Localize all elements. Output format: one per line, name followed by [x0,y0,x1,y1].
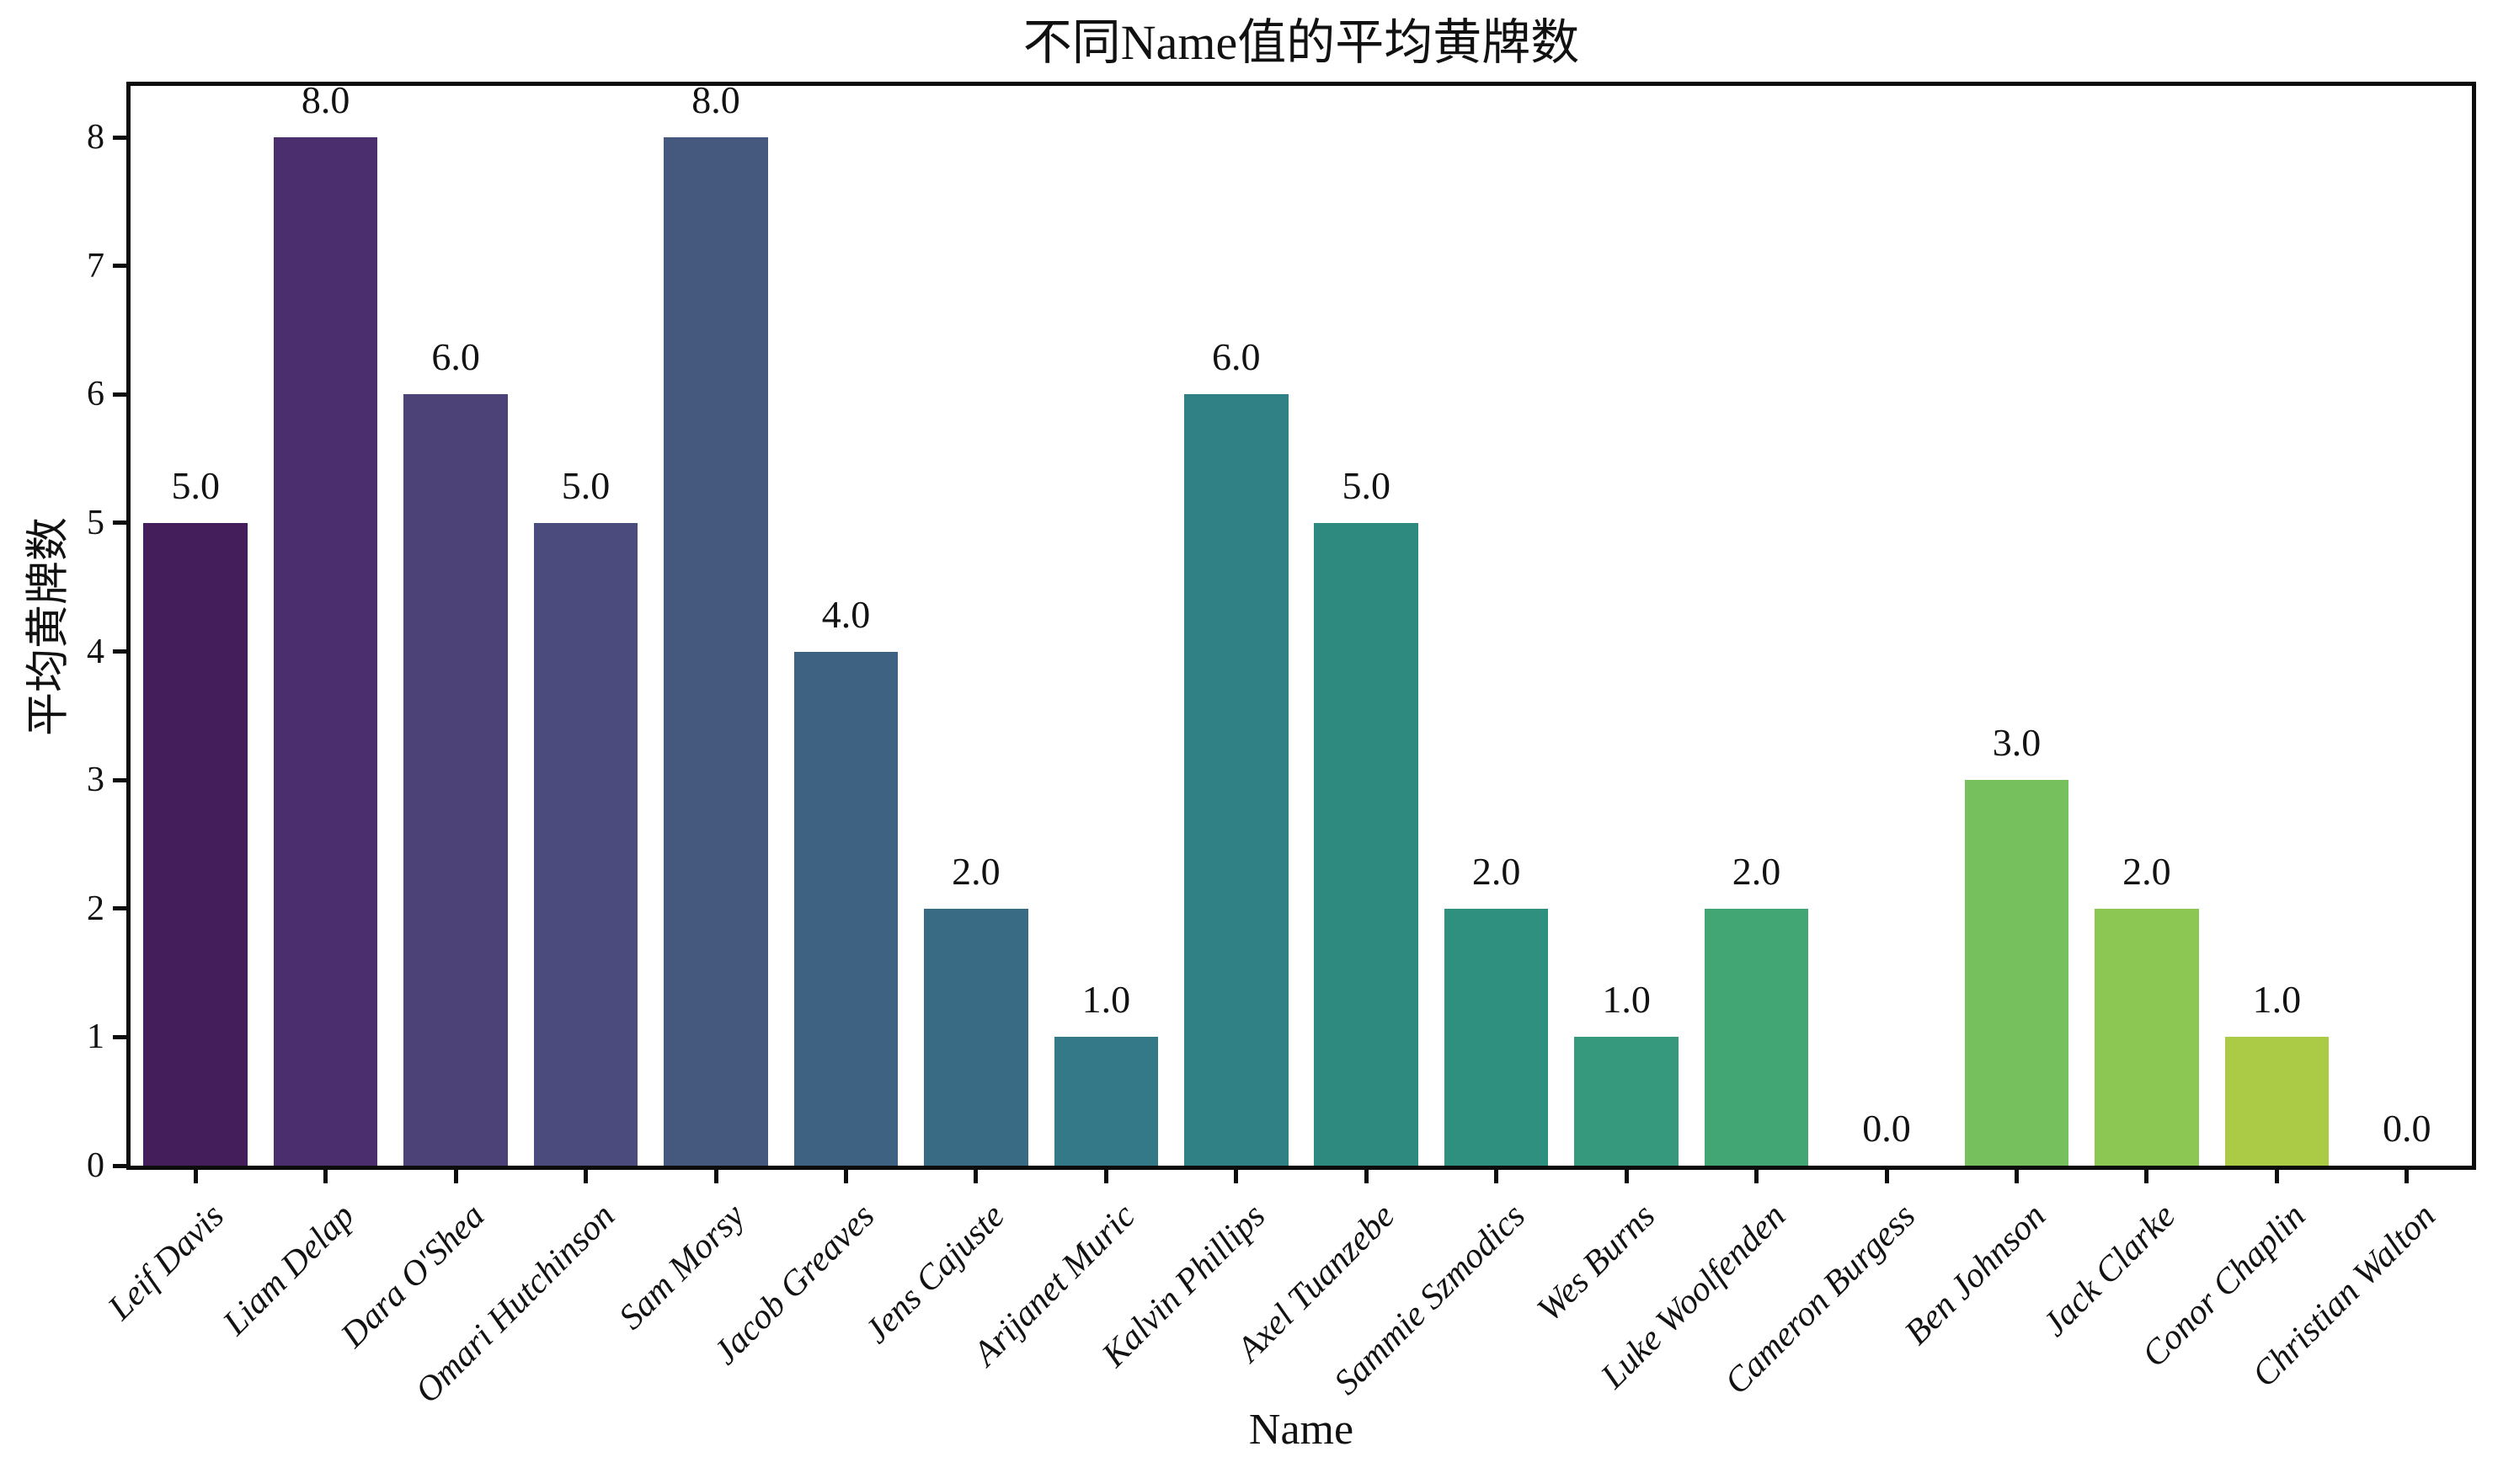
bar [533,522,638,1166]
x-tick [323,1170,328,1183]
bar [793,651,899,1166]
bar-value-label: 8.0 [301,78,350,122]
bar-value-label: 3.0 [1992,721,2042,765]
y-tick-label: 3 [87,761,104,800]
x-tick [1494,1170,1499,1183]
y-tick [113,392,126,397]
bar-value-label: 1.0 [2252,978,2302,1022]
y-tick [113,264,126,269]
x-tick [1884,1170,1889,1183]
bar [1184,394,1289,1166]
x-tick [2014,1170,2019,1183]
bar-value-label: 5.0 [1342,463,1390,507]
y-tick-label: 4 [87,632,104,671]
bar [143,522,248,1166]
bar [1574,1037,1679,1166]
plot-area [126,82,2476,1170]
bar [1054,1037,1159,1166]
y-tick [113,135,126,140]
bar [664,137,768,1166]
x-tick-label: Leif Davis [101,1196,232,1328]
x-tick [2144,1170,2149,1183]
x-tick [193,1170,198,1183]
y-tick-label: 0 [87,1146,104,1185]
x-tick [1754,1170,1759,1183]
y-tick [113,649,126,654]
bar-value-label: 6.0 [1212,335,1261,379]
bar [1964,780,2069,1166]
x-tick [1103,1170,1108,1183]
bar-value-label: 2.0 [2122,849,2171,893]
x-tick-label: Sam Morsy [611,1196,753,1337]
x-tick [1234,1170,1239,1183]
y-tick-label: 6 [87,375,104,414]
x-tick [1624,1170,1629,1183]
y-tick-label: 5 [87,503,104,542]
chart-title: 不同Name值的平均黄牌数 [1022,15,1580,70]
y-tick-label: 1 [87,1017,104,1057]
y-tick-label: 2 [87,889,104,928]
y-tick [113,520,126,526]
x-tick [453,1170,458,1183]
x-tick [2274,1170,2279,1183]
bar-value-label: 0.0 [1862,1107,1911,1150]
x-tick [1364,1170,1369,1183]
y-tick [113,1034,126,1039]
bar [924,908,1028,1166]
bar-value-label: 5.0 [561,463,611,507]
x-tick-label: Wes Burns [1529,1196,1663,1330]
bar-value-label: 0.0 [2383,1107,2431,1150]
x-tick-label: Ben Johnson [1897,1196,2053,1353]
bar-value-label: 5.0 [171,463,220,507]
bar-value-label: 2.0 [1471,849,1521,893]
y-tick-label: 7 [87,246,104,286]
x-axis-label: Name [1248,1406,1354,1454]
bar-value-label: 1.0 [1602,978,1651,1022]
y-tick-label: 8 [87,118,104,157]
x-tick [974,1170,979,1183]
x-tick [584,1170,589,1183]
bar [2095,908,2199,1166]
bar [273,137,378,1166]
bar [1314,522,1418,1166]
x-tick [713,1170,718,1183]
bar [2224,1037,2330,1166]
bar-value-label: 8.0 [691,78,740,122]
x-tick [843,1170,848,1183]
bar-value-label: 1.0 [1081,978,1131,1022]
y-tick [113,1163,126,1168]
bar-value-label: 4.0 [821,592,871,636]
bar-value-label: 2.0 [1732,849,1781,893]
x-tick [2405,1170,2410,1183]
y-axis-label: 平均黄牌数 [24,516,73,737]
bar-value-label: 6.0 [431,335,480,379]
bar [1704,908,1809,1166]
y-tick [113,906,126,911]
y-tick [113,777,126,782]
bar [403,394,508,1166]
bar-value-label: 2.0 [952,849,1001,893]
bar [1444,908,1549,1166]
